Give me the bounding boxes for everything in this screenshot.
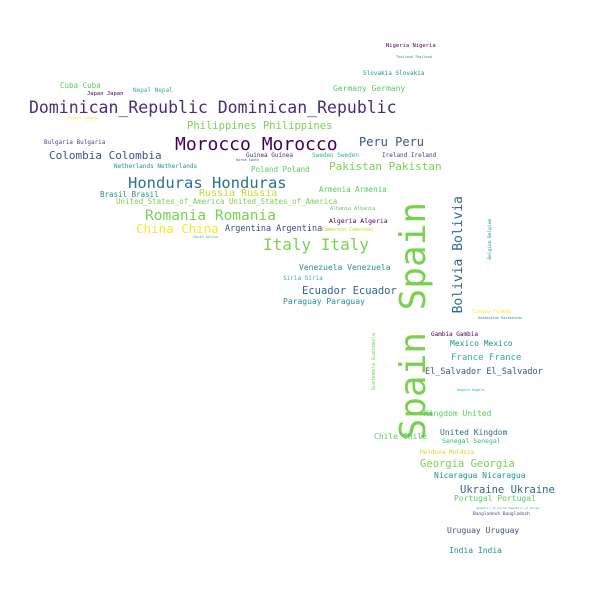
word-guatemala: Guatemala Guatemala [371,333,377,391]
word-thailand: Thailand Thailand [396,55,432,59]
word-honduras: Honduras Honduras [128,174,287,192]
word-nigeria: Nigeria Nigeria [386,43,436,49]
word-morocco: Morocco Morocco [175,134,338,155]
word-ireland: Ireland Ireland [382,152,437,159]
word-uruguay: Uruguay Uruguay [447,526,520,535]
word-mexico: Mexico Mexico [450,339,513,348]
word-japan: Japan Japan [87,91,124,97]
word-cameroon: Cameroon Cameroon [322,227,374,233]
word-dominican-republic: Dominican_Republic Dominican_Republic [29,98,397,117]
word-nicaragua: Nicaragua Nicaragua [434,471,526,480]
word-poland: Poland Poland [251,165,310,174]
word-ecuador: Ecuador Ecuador [302,285,397,297]
word-romania: Romania Romania [145,208,276,224]
word-slovakia: Slovakia Slovakia [363,70,425,77]
word-france: France France [451,353,522,363]
word-pakistan: Pakistan Pakistan [329,160,442,173]
word-russia: Russia Russia [199,188,278,199]
word-bangladesh: Bangladesh Bangladesh [473,512,530,517]
word-argentina: Argentina Argentina [225,224,323,234]
word-syria: Siria Siria [283,275,323,282]
word-brasil: Brasil Brasil [100,190,159,199]
word-el-salvador: El_Salvador El_Salvador [425,367,543,377]
word-cuba: Cuba Cuba [60,81,101,90]
word-peru: Peru Peru [359,135,425,149]
word-algeria: Algeria Algeria [329,217,388,225]
word-sweden: Sweden Sweden [312,152,359,159]
word-india: India India [449,546,502,555]
word-philippines: Philippines Philippines [187,120,333,132]
word-spain: Spain Spain [393,202,434,441]
word-italy: Italy Italy [263,235,369,254]
word-germany: Germany Germany [333,84,406,93]
word-south-africa: South Africa [193,235,219,239]
word-angola: Angola Angola [457,388,485,392]
word-portugal: Portugal Portugal [454,494,536,503]
word-colombia: Colombia Colombia [49,149,162,162]
word-united-kingdom-a: Kingdom United [424,409,492,418]
word-tiny-yellow: Lebanon Lebanon [67,116,99,120]
word-chile: Chile Chile [374,432,427,441]
word-netherlands: Netherlands Netherlands [114,163,198,170]
word-nepal: Nepal Nepal [133,87,173,94]
word-ukraine: Ukraine Ukraine [460,484,555,496]
word-belgium: Belgium Belgium [488,219,493,260]
word-usa: United_States_of_America United_States_o… [116,197,338,206]
word-paraguay: Paraguay Paraguay [283,297,365,306]
word-armenia: Armenia Armenia [319,185,387,194]
word-bolivia: Bolivia Bolivia [451,196,466,314]
word-china: China China [136,221,219,236]
word-guinea: Guinea Guinea [246,152,293,159]
word-gambia: Gambia Gambia [431,331,478,338]
word-turkey: Turkey Turkey [472,309,512,315]
word-republic-korea: Republic_of_Korea Republic_of_Korea [476,506,540,510]
word-georgia: Georgia Georgia [420,458,515,470]
word-bulgaria: Bulgaria Bulgaria [44,139,106,146]
word-venezuela: Venezuela Venezuela [299,263,391,272]
word-south-korea: Korea South [236,158,260,162]
word-senegal: Senegal Senegal [442,437,501,445]
word-united-kingdom-b: United Kingdom [440,428,508,437]
word-albania: Albania Albania [330,206,376,212]
word-moldova: Moldova Moldova [420,449,475,456]
word-kazakhstan: Kazakhstan Kazakhstan [478,316,523,320]
